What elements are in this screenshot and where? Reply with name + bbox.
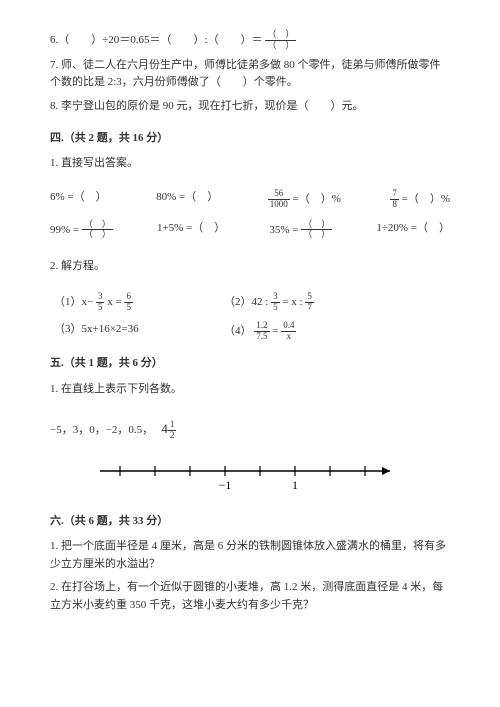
- calc-2d: 1÷20% =（ ）: [376, 220, 450, 241]
- calc-1d: 78 =（ ）%: [390, 189, 450, 210]
- section-4-title: 四.（共 2 题，共 16 分）: [50, 130, 450, 148]
- calc-2a: 99% = （ ）（ ）: [50, 220, 113, 241]
- question-6: 6.（ ）÷20＝0.65＝（ ）:（ ）＝ （ ）（ ）: [50, 30, 450, 51]
- equation-row-2: （3）5x+16×2=36 （4） 1.27.5 = 0.4x: [50, 321, 450, 342]
- mixed-number: 412: [161, 424, 176, 436]
- section-6-title: 六.（共 6 题，共 33 分）: [50, 513, 450, 531]
- calc-row-2: 99% = （ ）（ ） 1+5% =（ ） 35% = （ ）（ ） 1÷20…: [50, 220, 450, 241]
- section-6-q2: 2. 在打谷场上，有一个近似于圆锥的小麦堆，高 1.2 米，测得底面直径是 4 …: [50, 579, 450, 614]
- equation-row-1: （1）x− 35 x = 65 （2）42 : 35 = x : 57: [50, 292, 450, 313]
- eq3: （3）5x+16×2=36: [54, 321, 224, 342]
- number-list: −5，3，0，−2，0.5， 412: [50, 419, 450, 441]
- section-5-q1: 1. 在直线上表示下列各数。: [50, 381, 450, 399]
- calc-1a: 6% =（ ）: [50, 189, 107, 210]
- q6-blank-frac: （ ）（ ）: [265, 30, 296, 51]
- question-8: 8. 李宁登山包的原价是 90 元，现在打七折，现价是（ ）元。: [50, 98, 450, 116]
- calc-row-1: 6% =（ ） 80% =（ ） 561000 =（ ）% 78 =（ ）%: [50, 189, 450, 210]
- svg-text:−1: −1: [219, 478, 232, 492]
- section-6-q1: 1. 把一个底面半径是 4 厘米，高是 6 分米的铁制圆锥体放入盛满水的桶里，将…: [50, 538, 450, 573]
- calc-1c: 561000 =（ ）%: [268, 189, 341, 210]
- eq2: （2）42 : 35 = x : 57: [224, 292, 314, 313]
- calc-1b: 80% =（ ）: [156, 189, 218, 210]
- eq1: （1）x− 35 x = 65: [54, 292, 224, 313]
- number-line: −1 1: [50, 459, 450, 499]
- section-5-title: 五.（共 1 题，共 6 分）: [50, 355, 450, 373]
- svg-text:1: 1: [292, 478, 298, 492]
- section-4-q2: 2. 解方程。: [50, 258, 450, 276]
- eq4: （4） 1.27.5 = 0.4x: [224, 321, 296, 342]
- number-line-svg: −1 1: [90, 459, 410, 499]
- calc-2b: 1+5% =（ ）: [157, 220, 225, 241]
- q6-text: 6.（ ）÷20＝0.65＝（ ）:（ ）＝: [50, 34, 263, 46]
- calc-2c: 35% = （ ）（ ）: [269, 220, 332, 241]
- question-7: 7. 师、徒二人在六月份生产中，师傅比徒弟多做 80 个零件，徒弟与师傅所做零件…: [50, 57, 450, 92]
- section-4-q1: 1. 直接写出答案。: [50, 155, 450, 173]
